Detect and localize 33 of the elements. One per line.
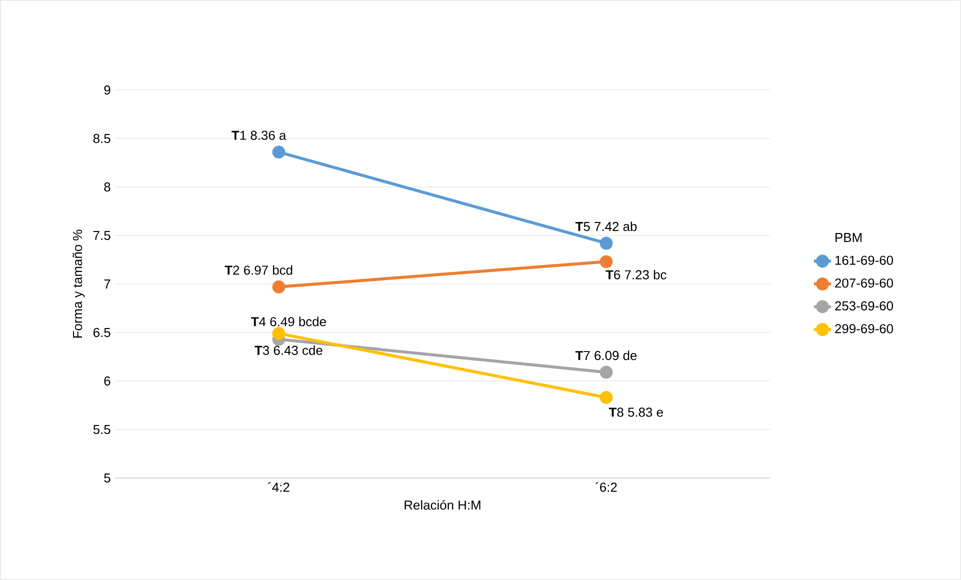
annotation: T4 6.49 bcde — [251, 316, 326, 326]
x-axis-title: Relación H:M — [404, 500, 480, 510]
y-tick-label: 7.5 — [93, 230, 110, 240]
annotation: T3 6.43 cde — [254, 345, 322, 355]
annotation: T5 7.42 ab — [575, 222, 637, 232]
annotation: T8 5.83 e — [608, 408, 663, 417]
annotation: T2 6.97 bcd — [224, 265, 292, 275]
annotation: T6 7.23 bc — [606, 270, 666, 280]
y-tick-label: 8.5 — [93, 134, 110, 144]
y-tick-label: 9 — [104, 85, 110, 95]
point — [600, 366, 613, 379]
point — [600, 255, 613, 268]
legend-label: 207-69-60 — [835, 278, 894, 288]
legend-label: 299-69-60 — [835, 324, 894, 334]
y-tick-label: 5 — [104, 473, 110, 482]
legend-title: PBM — [836, 233, 862, 242]
point — [272, 326, 286, 340]
x-tick-label: ´6:2 — [596, 482, 617, 492]
y-tick-label: 6.5 — [93, 328, 110, 338]
annotation: T7 6.09 de — [575, 350, 637, 360]
y-tick-label: 8 — [104, 182, 110, 192]
legend-label: 253-69-60 — [835, 301, 894, 310]
y-tick-label: 7 — [104, 280, 110, 288]
y-axis-title: Forma y tamaño % — [72, 230, 85, 338]
annotation: T1 8.36 a — [232, 130, 286, 140]
point — [600, 236, 613, 250]
x-tick-label: ´4:2 — [268, 482, 290, 492]
legend-label: 161-69-60 — [835, 256, 894, 265]
point — [272, 146, 286, 159]
y-tick-label: 6 — [104, 376, 110, 386]
y-tick-label: 5.5 — [93, 424, 110, 434]
point — [272, 280, 286, 294]
point — [600, 390, 613, 404]
